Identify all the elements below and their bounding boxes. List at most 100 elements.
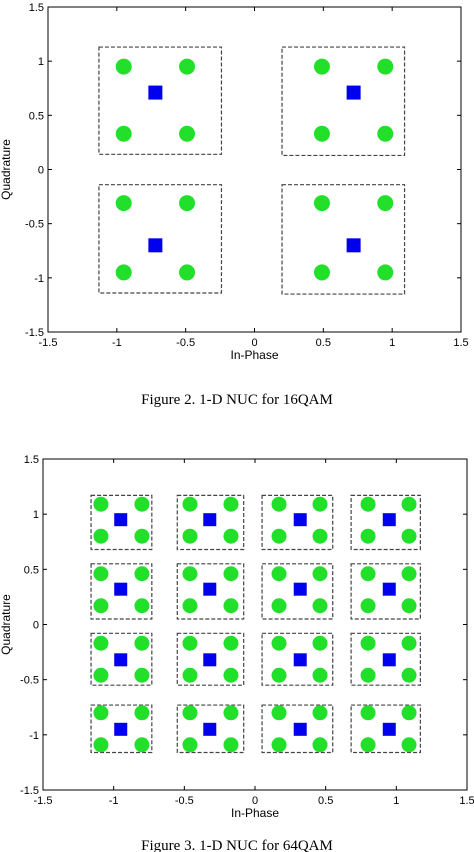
- constellation-point: [134, 667, 150, 683]
- constellation-point: [93, 737, 109, 753]
- x-tick-label: -1.5: [34, 795, 53, 807]
- constellation-point: [313, 125, 330, 142]
- constellation-point: [93, 635, 109, 651]
- x-tick-label: 0: [251, 337, 257, 349]
- decision-region-box: [261, 494, 334, 551]
- constellation-point: [93, 496, 109, 512]
- constellation-point: [223, 528, 239, 544]
- region-center-marker: [293, 653, 307, 667]
- region-center-marker: [203, 513, 217, 527]
- constellation-point: [401, 598, 417, 614]
- x-tick-label: 1.5: [459, 795, 474, 807]
- constellation-point: [401, 705, 417, 721]
- region-center-marker: [293, 513, 307, 527]
- constellation-point: [360, 566, 376, 582]
- decision-region-box: [98, 184, 223, 294]
- constellation-point: [134, 566, 150, 582]
- constellation-point: [115, 195, 132, 212]
- constellation-point: [134, 635, 150, 651]
- constellation-point: [179, 125, 196, 142]
- region-center-marker: [203, 653, 217, 667]
- constellation-point: [223, 737, 239, 753]
- constellation-point: [271, 496, 287, 512]
- region-center-marker: [346, 85, 361, 100]
- region-center-marker: [114, 722, 128, 736]
- y-tick-label: -0.5: [25, 219, 44, 231]
- constellation-point: [115, 58, 132, 75]
- constellation-point: [182, 528, 198, 544]
- decision-region-box: [350, 563, 421, 620]
- region-center-marker: [293, 582, 307, 596]
- constellation-point: [360, 496, 376, 512]
- decision-region-box: [350, 704, 421, 754]
- constellation-point: [360, 667, 376, 683]
- region-center-marker: [203, 582, 217, 596]
- x-tick-label: 0.5: [318, 795, 333, 807]
- constellation-point: [377, 195, 394, 212]
- decision-region-box: [350, 632, 421, 686]
- y-axis-label: Quadrature: [0, 139, 13, 200]
- constellation-point: [134, 496, 150, 512]
- constellation-point: [93, 667, 109, 683]
- x-tick-label: 1: [389, 337, 395, 349]
- y-tick-label: -1.5: [20, 785, 39, 797]
- region-center-marker: [382, 513, 396, 527]
- constellation-point: [93, 528, 109, 544]
- decision-region-box: [261, 563, 334, 620]
- constellation-point: [312, 737, 328, 753]
- constellation-point: [271, 737, 287, 753]
- constellation-point: [401, 528, 417, 544]
- constellation-point: [134, 528, 150, 544]
- constellation-point: [360, 737, 376, 753]
- y-tick-label: -1: [34, 273, 44, 285]
- x-tick-label: -1.5: [39, 337, 58, 349]
- constellation-point: [223, 635, 239, 651]
- y-tick-label: 0.5: [24, 564, 39, 576]
- region-center-marker: [148, 238, 163, 253]
- region-center-marker: [346, 238, 361, 253]
- constellation-point: [223, 496, 239, 512]
- y-tick-label: -1.5: [25, 327, 44, 339]
- y-tick-label: -0.5: [20, 675, 39, 687]
- region-center-marker: [293, 722, 307, 736]
- decision-region-box: [176, 563, 245, 620]
- x-tick-label: -0.5: [176, 337, 195, 349]
- constellation-point: [401, 667, 417, 683]
- region-center-marker: [382, 722, 396, 736]
- constellation-point: [312, 667, 328, 683]
- decision-region-box: [90, 632, 153, 686]
- y-tick-label: 0.5: [29, 110, 44, 122]
- plot-frame: [47, 6, 462, 333]
- figure-caption: Figure 2. 1-D NUC for 16QAM: [141, 392, 333, 408]
- constellation-point: [182, 496, 198, 512]
- x-tick-label: 1: [393, 795, 399, 807]
- constellation-point: [313, 195, 330, 212]
- constellation-point: [93, 598, 109, 614]
- constellation-point: [312, 598, 328, 614]
- region-center-marker: [148, 85, 163, 100]
- constellation-point: [93, 705, 109, 721]
- constellation-point: [312, 705, 328, 721]
- decision-region-box: [90, 563, 153, 620]
- y-tick-label: 0: [38, 165, 44, 177]
- figure-caption: Figure 3. 1-D NUC for 64QAM: [141, 838, 333, 852]
- region-center-marker: [382, 653, 396, 667]
- constellation-point: [179, 58, 196, 75]
- constellation-point: [134, 737, 150, 753]
- y-tick-label: 1.5: [24, 454, 39, 466]
- region-center-marker: [114, 653, 128, 667]
- x-tick-label: 1.5: [453, 337, 468, 349]
- region-center-marker: [114, 582, 128, 596]
- constellation-point: [115, 264, 132, 281]
- y-tick-label: 1: [33, 509, 39, 521]
- constellation-point: [179, 195, 196, 212]
- region-center-marker: [382, 582, 396, 596]
- y-tick-label: -1: [29, 730, 39, 742]
- constellation-point: [182, 705, 198, 721]
- constellation-point: [312, 635, 328, 651]
- constellation-point: [182, 667, 198, 683]
- constellation-point: [401, 566, 417, 582]
- decision-region-box: [98, 46, 223, 155]
- constellation-point: [312, 528, 328, 544]
- x-tick-label: 0: [252, 795, 258, 807]
